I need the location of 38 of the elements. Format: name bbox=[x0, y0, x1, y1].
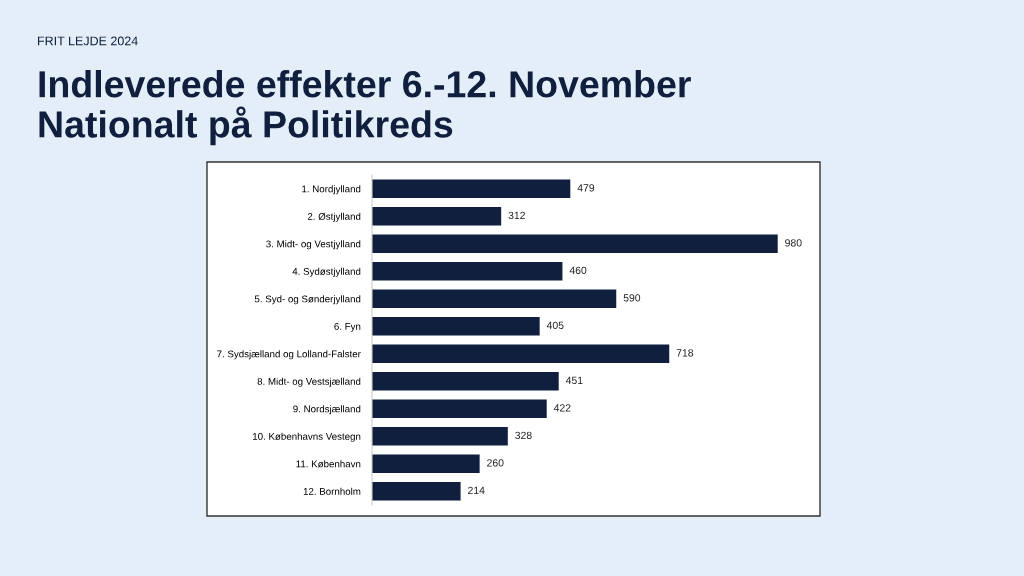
y-tick-label: 6. Fyn bbox=[334, 322, 361, 332]
data-label: 405 bbox=[546, 321, 564, 330]
data-label: 479 bbox=[577, 184, 595, 192]
data-label: 718 bbox=[676, 349, 694, 357]
data-label: 312 bbox=[508, 211, 525, 220]
data-label: 460 bbox=[569, 266, 587, 275]
y-tick-label: 12. Bornholm bbox=[303, 487, 361, 495]
bar bbox=[372, 344, 670, 364]
bar bbox=[372, 399, 547, 419]
data-label: 451 bbox=[565, 376, 583, 385]
bar bbox=[372, 371, 559, 391]
y-tick-label: 5. Syd- og Sønderjylland bbox=[254, 295, 361, 305]
bar bbox=[372, 261, 563, 281]
y-tick-label: 9. Nordsjælland bbox=[293, 405, 361, 415]
y-tick-label: 3. Midt- og Vestjylland bbox=[266, 240, 361, 250]
y-tick-label: 2. Østjylland bbox=[307, 212, 361, 222]
data-label: 260 bbox=[487, 459, 504, 467]
bar bbox=[372, 206, 502, 226]
y-tick-label: 8. Midt- og Vestsjælland bbox=[257, 377, 361, 387]
y-tick-label: 7. Sydsjælland og Lolland-Falster bbox=[217, 350, 361, 360]
bar bbox=[372, 481, 461, 501]
chart-title: Indleverede effekter 6.-12. November Nationalt på Politikreds bbox=[39, 70, 691, 146]
bar bbox=[372, 289, 617, 309]
bar bbox=[372, 316, 540, 336]
data-label: 214 bbox=[468, 486, 485, 494]
bar bbox=[372, 179, 571, 199]
bar bbox=[372, 234, 778, 254]
y-tick-label: 1. Nordjylland bbox=[302, 185, 361, 195]
data-label: 980 bbox=[785, 239, 802, 247]
y-tick-label: 4. Sydøstjylland bbox=[292, 267, 361, 277]
data-label: 328 bbox=[515, 431, 532, 440]
data-label: 422 bbox=[553, 404, 571, 412]
y-tick-label: 10. Københavns Vestegn bbox=[252, 432, 361, 442]
bar bbox=[372, 426, 508, 446]
data-label: 590 bbox=[623, 294, 641, 302]
bar bbox=[372, 454, 480, 474]
text: FRIT LEJDE 2024 bbox=[38, 36, 138, 46]
y-tick-label: 11. København bbox=[296, 460, 361, 468]
